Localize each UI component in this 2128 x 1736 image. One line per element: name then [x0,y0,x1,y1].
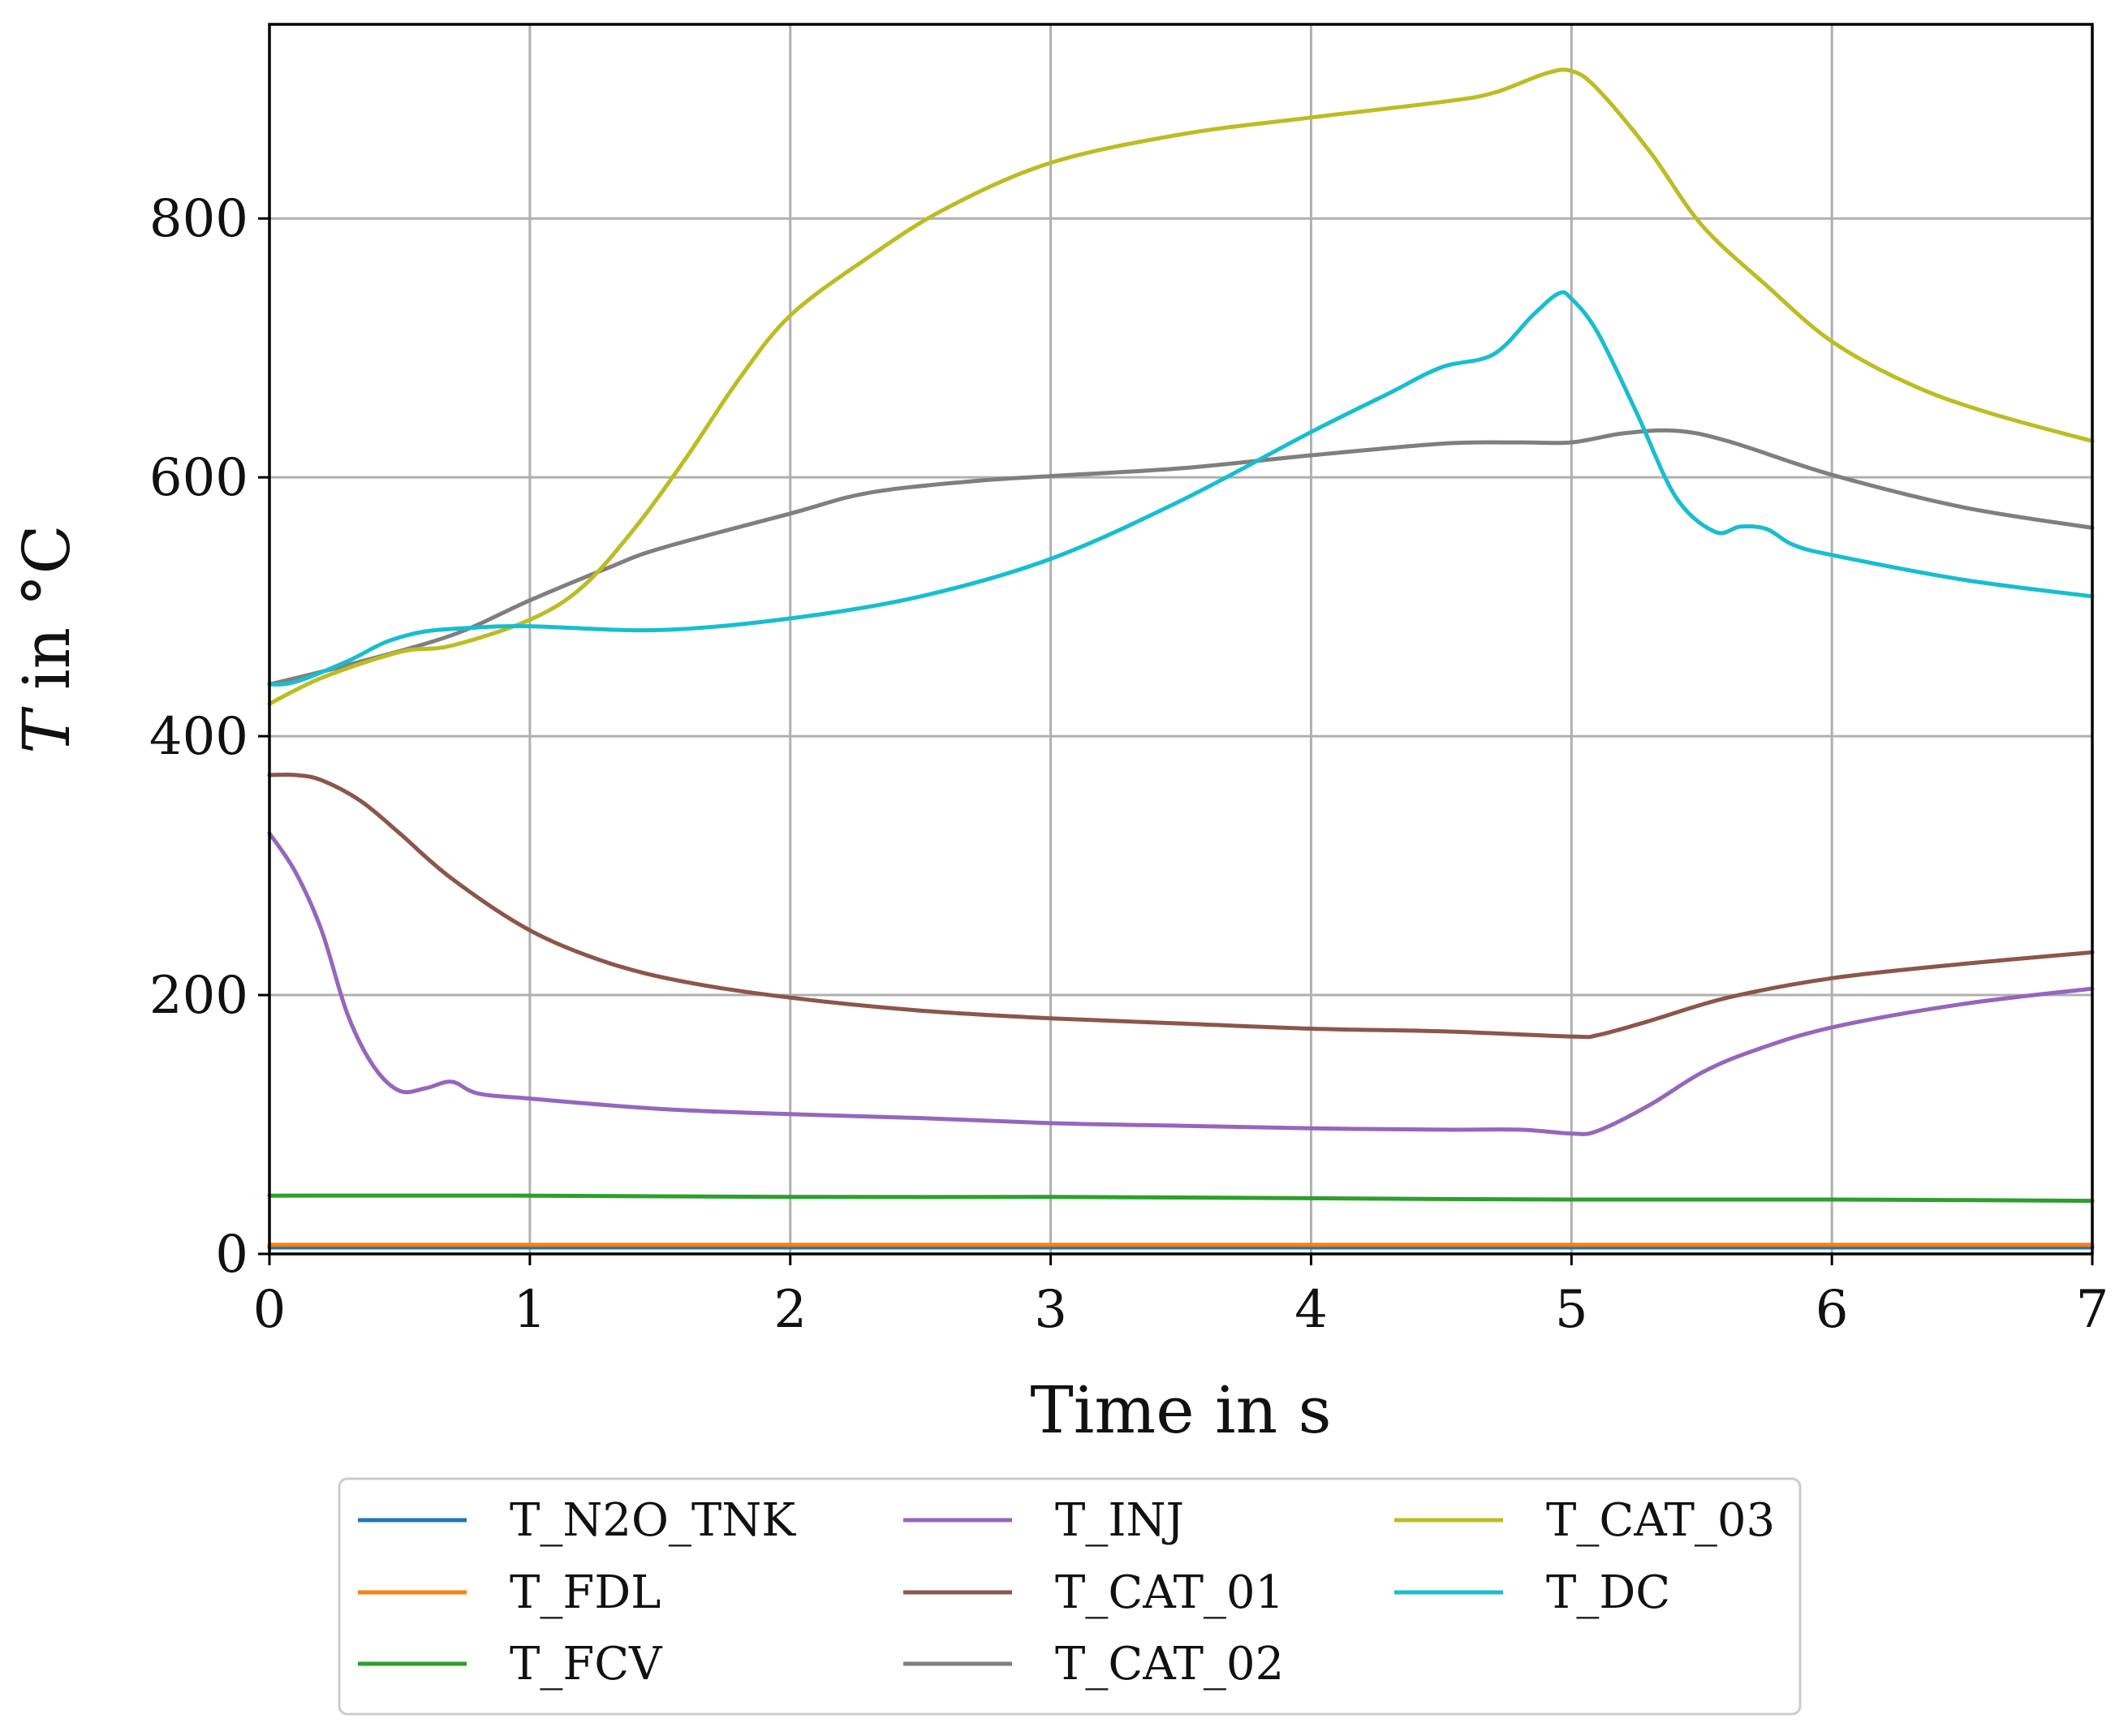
y-tick-label-200: 200 [149,966,248,1026]
y-tick-label-600: 600 [149,448,248,508]
plot-area-frame [268,23,2094,1256]
legend-label-t-inj: T_INJ [1055,1494,1184,1547]
legend-label-t-n2o-tnk: T_N2O_TNK [510,1494,796,1547]
legend-label-t-fcv: T_FCV [510,1638,663,1691]
y-axis-title: T in °C [9,524,84,754]
legend-label-t-cat-02: T_CAT_02 [1055,1638,1284,1691]
legend-frame [338,1477,1802,1716]
x-tick-label-1: 1 [513,1280,546,1340]
x-tick-label-0: 0 [253,1280,286,1340]
series-line-t-cat-01 [267,772,2095,1040]
series-line-t-fcv [267,1193,2095,1204]
y-axis-title-unit: in °C [9,524,84,710]
x-tick-label-7: 7 [2076,1280,2109,1340]
y-tick-label-800: 800 [149,189,248,249]
series-line-t-cat-03 [267,67,2095,706]
x-axis-title: Time in s [1030,1372,1331,1448]
x-tick-label-2: 2 [773,1280,807,1340]
series-line-t-dc [267,290,2095,687]
x-tick-label-5: 5 [1555,1280,1588,1340]
legend-label-t-dc: T_DC [1546,1566,1670,1619]
x-tick-label-6: 6 [1816,1280,1849,1340]
legend: T_N2O_TNK T_FDL T_FCV T_INJ T_CAT_01 T_CAT_02… [338,1477,1802,1716]
x-tick-label-3: 3 [1034,1280,1067,1340]
x-tick-label-4: 4 [1294,1280,1328,1340]
series-line-t-cat-02 [267,428,2095,687]
series-line-t-inj [267,831,2095,1136]
legend-label-t-fdl: T_FDL [510,1566,661,1619]
axis-titles: Time in s T in °C [9,524,1332,1448]
y-tick-label-400: 400 [149,707,248,767]
y-axis-title-symbol: T [9,706,84,754]
legend-label-t-cat-01: T_CAT_01 [1055,1566,1284,1619]
ticks: 0 1 2 3 4 5 6 7 0 200 400 600 800 [149,189,2109,1340]
series-lines [267,67,2095,1250]
y-tick-label-0: 0 [215,1225,248,1285]
legend-label-t-cat-03: T_CAT_03 [1546,1494,1775,1547]
